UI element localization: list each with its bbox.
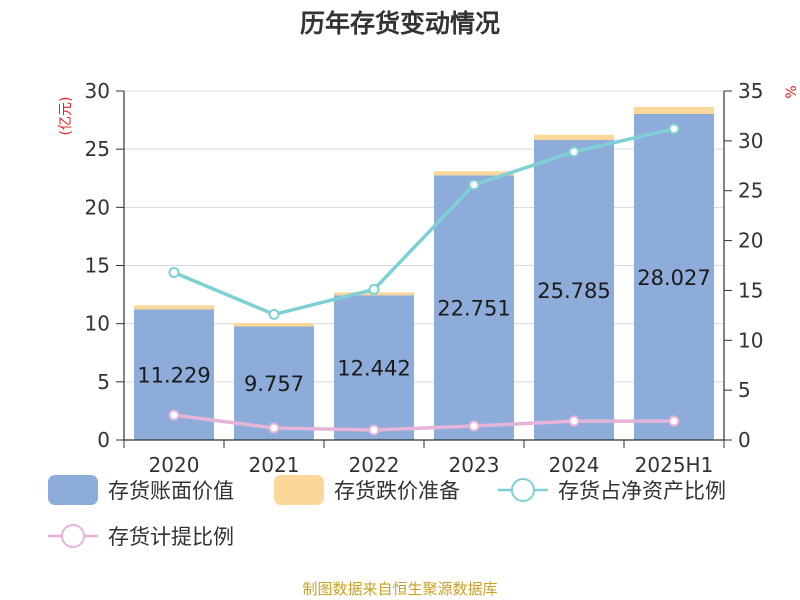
point-provision-ratio — [668, 415, 680, 427]
lines — [168, 123, 680, 436]
legend-swatch-impairment — [274, 475, 324, 505]
legend-swatch-book-value — [48, 475, 98, 505]
bar-impairment — [234, 323, 314, 327]
left-tick-label: 30 — [85, 79, 110, 103]
right-tick-label: 15 — [738, 278, 763, 302]
legend-line-icon-provision-ratio — [48, 524, 98, 548]
left-tick-label: 25 — [85, 137, 110, 161]
legend-item-net-asset-ratio[interactable]: 存货占净资产比例 — [498, 472, 726, 508]
x-tick-label: 2024 — [549, 453, 600, 477]
right-tick-label: 5 — [738, 378, 751, 402]
data-labels: 11.229 9.757 12.442 22.751 25.785 28.027 — [137, 266, 710, 396]
right-tick-label: 20 — [738, 229, 763, 253]
point-provision-ratio — [568, 415, 580, 427]
bar-impairment — [134, 305, 214, 310]
bars — [134, 106, 714, 441]
line-net-asset-ratio — [173, 127, 675, 317]
right-tick-label: 0 — [738, 428, 751, 452]
legend-label-impairment: 存货跌价准备 — [334, 479, 460, 503]
legend-item-impairment[interactable]: 存货跌价准备 — [274, 472, 460, 508]
right-tick-label: 30 — [738, 129, 763, 153]
point-net-asset-ratio — [168, 266, 180, 278]
legend-label-net-asset-ratio: 存货占净资产比例 — [558, 479, 726, 503]
legend-label-book-value: 存货账面价值 — [108, 479, 234, 503]
point-net-asset-ratio — [468, 179, 480, 191]
point-provision-ratio — [468, 420, 480, 432]
point-net-asset-ratio — [368, 283, 380, 295]
line-provision-ratio — [173, 413, 674, 432]
legend-label-provision-ratio: 存货计提比例 — [108, 525, 234, 549]
point-net-asset-ratio — [268, 308, 280, 320]
point-provision-ratio — [368, 424, 380, 436]
bar-value-label: 9.757 — [244, 372, 304, 396]
bar-book-value — [334, 295, 414, 440]
bar-impairment — [534, 134, 614, 141]
point-net-asset-ratio — [668, 123, 680, 135]
point-provision-ratio — [268, 422, 280, 434]
bar-impairment — [434, 171, 514, 176]
left-tick-label: 10 — [85, 312, 110, 336]
right-tick-label: 10 — [738, 328, 763, 352]
point-net-asset-ratio — [568, 146, 580, 158]
bar-book-value — [234, 326, 314, 440]
chart-title: 历年存货变动情况 — [299, 9, 500, 38]
bar-value-label: 11.229 — [137, 364, 210, 388]
x-tick-label: 2023 — [449, 453, 500, 477]
right-tick-label: 25 — [738, 179, 763, 203]
legend-item-provision-ratio[interactable]: 存货计提比例 — [48, 518, 234, 554]
left-tick-label: 15 — [85, 254, 110, 278]
bar-value-label: 25.785 — [537, 279, 610, 303]
bar-book-value — [534, 140, 614, 441]
bar-value-label: 28.027 — [637, 266, 710, 290]
x-tick-label: 2020 — [149, 453, 200, 477]
left-tick-label: 20 — [85, 195, 110, 219]
axes: 0 5 10 15 20 25 30 0 5 10 15 20 25 30 35 2020 2021 2022 20… — [58, 79, 800, 477]
bar-book-value — [634, 113, 714, 440]
right-axis-unit: % — [784, 85, 800, 98]
left-tick-label: 5 — [97, 370, 110, 394]
grid-lines — [124, 90, 724, 383]
bar-value-label: 22.751 — [437, 297, 510, 321]
x-tick-label: 2022 — [349, 453, 400, 477]
legend-line-icon-net-asset-ratio — [498, 478, 548, 502]
x-tick-label: 2025H1 — [635, 453, 714, 477]
left-axis-unit: (亿元) — [58, 97, 74, 136]
legend-item-book-value[interactable]: 存货账面价值 — [48, 472, 234, 508]
bar-impairment — [634, 106, 714, 114]
left-tick-label: 0 — [97, 428, 110, 452]
bar-value-label: 12.442 — [337, 357, 410, 381]
x-tick-label: 2021 — [249, 453, 300, 477]
source-note: 制图数据来自恒生聚源数据库 — [302, 580, 498, 598]
right-tick-label: 35 — [738, 79, 763, 103]
bar-book-value — [434, 175, 514, 441]
point-provision-ratio — [168, 409, 180, 421]
